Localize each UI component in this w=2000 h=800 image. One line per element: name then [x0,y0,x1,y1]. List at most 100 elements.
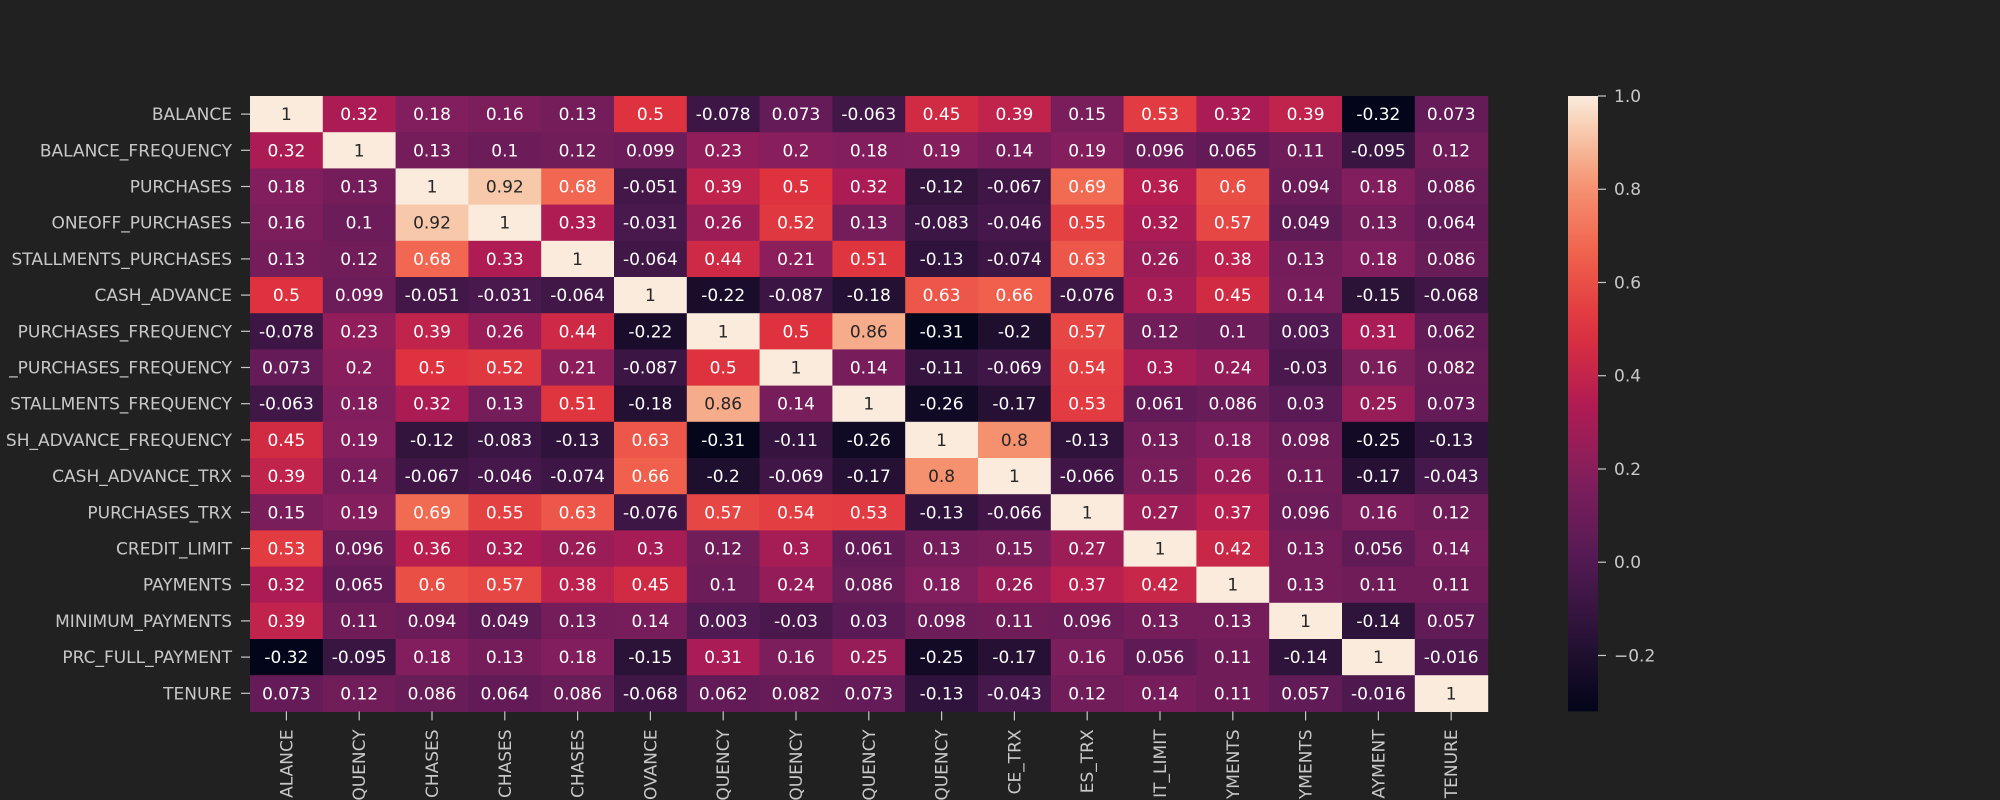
cell-value-label: -0.03 [1284,359,1328,379]
heatmap-cell [759,132,833,169]
heatmap-cell [1269,530,1343,568]
row-label: _PURCHASES_FREQUENCY [8,359,232,379]
cell-value-label: 0.25 [1359,395,1397,415]
heatmap-cell [250,421,324,459]
cell-value-label: 0.14 [850,359,888,379]
heatmap-cell [686,349,761,387]
cell-value-label: 0.13 [1141,431,1179,451]
cell-value-label: -0.18 [847,286,891,306]
cell-value-label: 0.056 [1354,540,1403,560]
cell-value-label: 0.18 [559,648,597,668]
heatmap-cell [541,494,615,531]
cell-value-label: 0.53 [1141,105,1179,125]
cell-value-label: -0.095 [1351,141,1406,161]
column-label: CHASES [423,729,443,798]
row-label: BALANCE_FREQUENCY [40,141,233,161]
cell-value-label: 0.63 [923,286,961,306]
heatmap-cell [1196,675,1270,712]
cell-value-label: 0.31 [704,648,742,668]
heatmap-cell [395,421,469,459]
cell-value-label: 0.12 [1068,684,1106,704]
cell-value-label: 0.16 [1359,503,1397,523]
cell-value-label: 0.8 [1001,431,1028,451]
heatmap-cell [1269,639,1343,676]
heatmap-cell [395,240,469,278]
cell-value-label: 0.086 [553,684,602,704]
heatmap-cell [1050,675,1125,712]
cell-value-label: 0.68 [413,250,451,270]
heatmap-cell [250,385,324,423]
cell-value-label: 0.26 [559,540,597,560]
heatmap-cell [1269,313,1343,350]
heatmap-cell [759,204,833,242]
heatmap-cell [905,277,979,314]
cell-value-label: 0.24 [777,576,815,596]
heatmap-cell [541,639,615,676]
cell-value-label: 0.39 [995,105,1033,125]
cell-value-label: 0.11 [1214,684,1252,704]
row-label: PURCHASES_TRX [87,503,232,523]
cell-value-label: 0.27 [1141,503,1179,523]
cell-value-label: 0.51 [559,395,597,415]
cell-value-label: 0.69 [1068,178,1106,198]
heatmap-cell [1123,204,1197,242]
heatmap-cell [978,566,1052,604]
heatmap-cell [614,313,688,350]
cell-value-label: 0.37 [1214,503,1252,523]
cell-value-label: 0.12 [1432,141,1470,161]
heatmap-cell [250,204,324,242]
heatmap-cell [322,132,397,169]
heatmap-cell [322,639,397,676]
cell-value-label: 0.18 [923,576,961,596]
column-label: YMENTS [1297,729,1317,800]
heatmap-cell [614,602,688,640]
heatmap-cell [614,421,688,459]
heatmap-cell [1196,530,1270,568]
cell-value-label: 0.54 [1068,359,1106,379]
column-label: ALANCE [277,729,297,797]
heatmap-cell [978,204,1052,242]
cell-value-label: 0.12 [340,684,378,704]
cell-value-label: 0.073 [1427,105,1476,125]
heatmap-cell [1123,96,1197,133]
heatmap-cell [541,132,615,169]
heatmap-cell [395,204,469,242]
heatmap-cell [759,675,833,712]
cell-value-label: 0.24 [1214,359,1252,379]
cell-value-label: -0.13 [920,684,964,704]
heatmap-cell [541,385,615,423]
heatmap-cell [468,675,542,712]
heatmap-cell [395,277,469,314]
cell-value-label: 0.11 [995,612,1033,632]
heatmap-cell [832,132,906,169]
column-label: CHASES [569,729,589,798]
cell-value-label: 0.096 [1136,141,1185,161]
heatmap-cell [541,349,615,387]
cell-value-label: 0.45 [631,576,669,596]
heatmap-cell [322,313,397,350]
heatmap-cell [686,313,761,350]
heatmap-cell [832,277,906,314]
heatmap-cell [905,494,979,531]
cell-value-label: 0.14 [631,612,669,632]
heatmap-cell [1269,385,1343,423]
row-label: MINIMUM_PAYMENTS [55,612,232,632]
cell-value-label: 0.36 [413,540,451,560]
cell-value-label: 1 [863,395,874,415]
heatmap-cell [905,639,979,676]
row-label: PAYMENTS [143,576,232,596]
cell-value-label: 0.63 [631,431,669,451]
cell-value-label: 0.44 [704,250,742,270]
cell-value-label: 0.39 [267,612,305,632]
cell-value-label: 0.003 [699,612,748,632]
cell-value-label: 0.45 [1214,286,1252,306]
cell-value-label: 0.45 [923,105,961,125]
row-label: PURCHASES_FREQUENCY [18,322,233,342]
heatmap-cell [1414,240,1489,278]
heatmap-cell [395,602,469,640]
cell-value-label: 0.057 [1427,612,1476,632]
cell-value-label: -0.067 [405,467,460,487]
cell-value-label: 0.19 [340,431,378,451]
cell-value-label: -0.13 [920,503,964,523]
heatmap-cell [322,566,397,604]
